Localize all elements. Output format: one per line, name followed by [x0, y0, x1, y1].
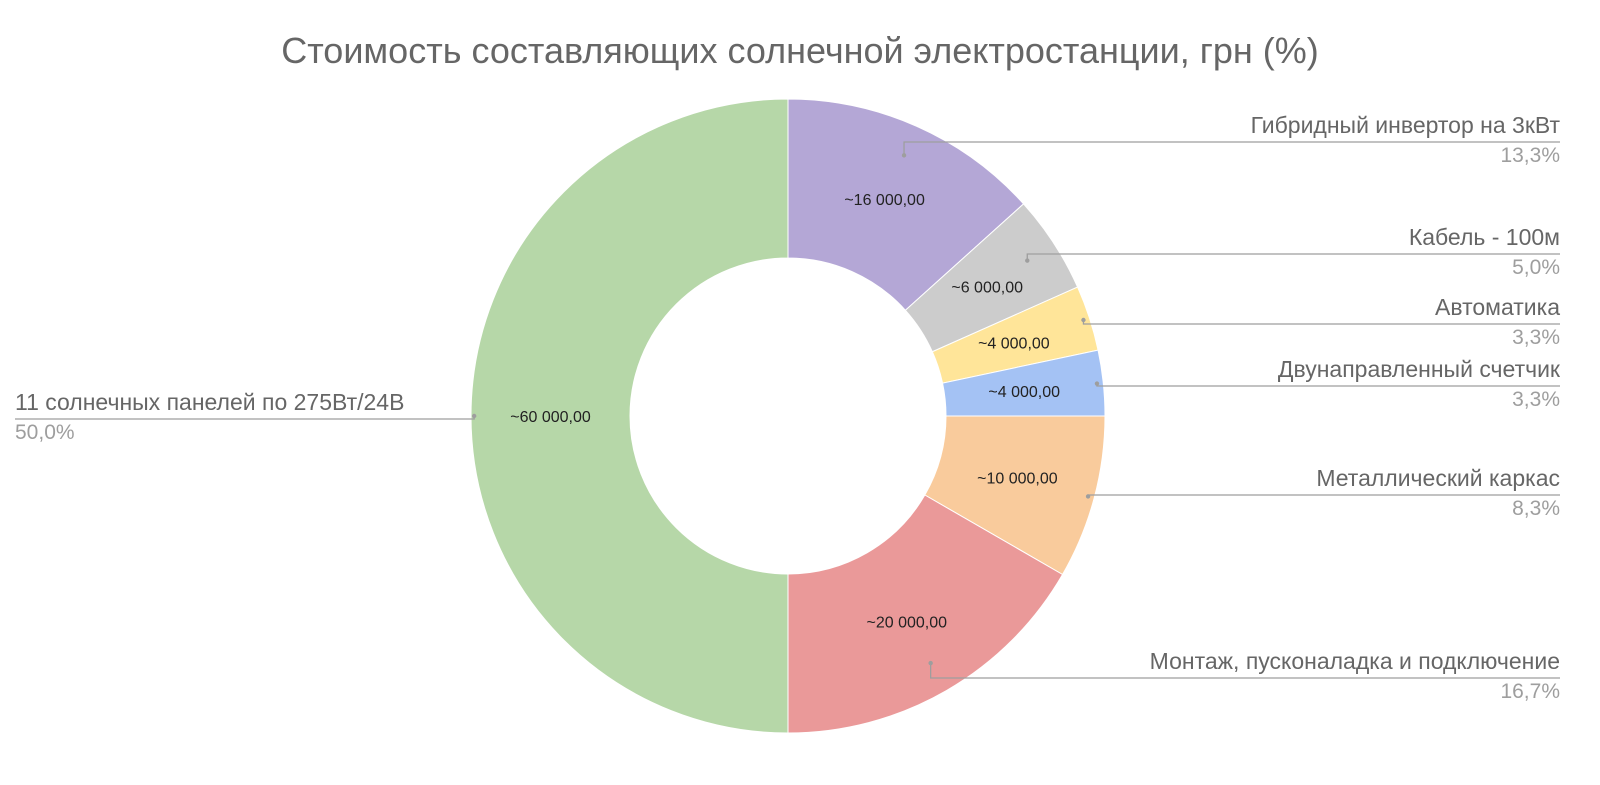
leader-line: [1026, 253, 1560, 261]
slice-value-label: ~20 000,00: [866, 615, 947, 632]
slice-0: [787, 98, 1025, 311]
legend-entry-percent: 13,3%: [1500, 144, 1560, 167]
legend-entry-percent: 3,3%: [1512, 326, 1560, 349]
legend-entry-name: 11 солнечных панелей по 275Вт/24В: [15, 389, 404, 415]
leader-line: [15, 416, 475, 420]
legend-entry-percent: 5,0%: [1512, 256, 1560, 279]
legend-entry-percent: 8,3%: [1512, 497, 1560, 520]
legend-entry-name: Гибридный инвертор на 3кВт: [1251, 112, 1561, 138]
slice-value-label: ~4 000,00: [978, 336, 1050, 353]
slice-5: [787, 494, 1064, 734]
leader-line: [1087, 494, 1560, 497]
slice-value-label: ~10 000,00: [977, 470, 1058, 487]
chart-title: Стоимость составляющих солнечной электро…: [281, 30, 1319, 71]
legend-entry-percent: 16,7%: [1500, 680, 1560, 703]
slice-value-label: ~6 000,00: [951, 280, 1023, 297]
slice-6: [470, 98, 789, 734]
legend-entry-percent: 50,0%: [15, 421, 75, 444]
legend-entry-name: Кабель - 100м: [1409, 224, 1560, 250]
slice-value-label: ~60 000,00: [510, 409, 591, 426]
legend-entry-name: Автоматика: [1435, 294, 1560, 320]
legend-entry-name: Монтаж, пусконаладка и подключение: [1150, 648, 1560, 674]
slice-value-label: ~16 000,00: [844, 192, 925, 209]
legend-entry-name: Двунаправленный счетчик: [1278, 356, 1561, 382]
leader-line: [1096, 383, 1560, 387]
leader-line: [1082, 320, 1560, 325]
slice-value-label: ~4 000,00: [988, 384, 1060, 401]
legend-entry-name: Металлический каркас: [1316, 465, 1560, 491]
leader-line: [903, 141, 1560, 156]
legend-entry-percent: 3,3%: [1512, 388, 1560, 411]
leader-line: [930, 663, 1560, 679]
leader-dot: [1094, 381, 1100, 386]
